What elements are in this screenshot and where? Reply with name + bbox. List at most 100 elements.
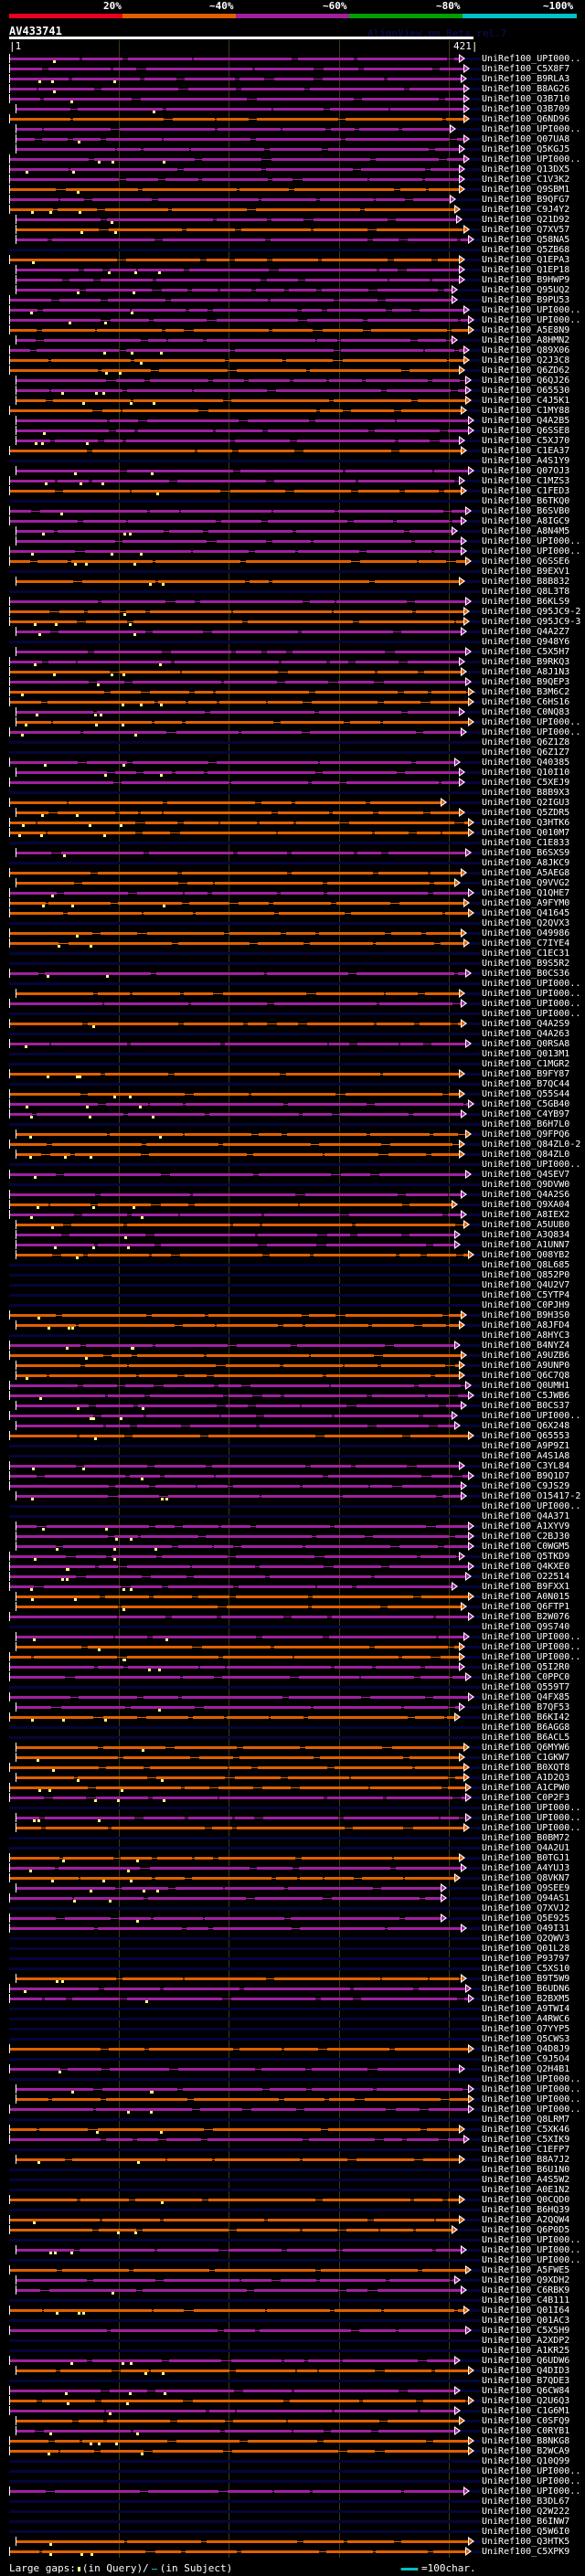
- alignment-row[interactable]: UniRef100_Q6X248: [0, 1421, 585, 1431]
- alignment-row[interactable]: UniRef100_UPI000..: [0, 2255, 585, 2265]
- alignment-row[interactable]: UniRef100_B0XQT8: [0, 1763, 585, 1773]
- subject-label[interactable]: UniRef100_A1D2Q3: [482, 1773, 570, 1783]
- subject-label[interactable]: UniRef100_Q7XVJ2: [482, 1903, 570, 1913]
- alignment-row[interactable]: UniRef100_A4S1Y9: [0, 456, 585, 466]
- subject-label[interactable]: UniRef100_C1GKW7: [482, 1753, 570, 1763]
- alignment-row[interactable]: UniRef100_UPI000..: [0, 1652, 585, 1662]
- subject-label[interactable]: UniRef100_C5X5H9: [482, 2326, 570, 2336]
- subject-label[interactable]: UniRef100_C0PPC0: [482, 1672, 570, 1682]
- alignment-row[interactable]: UniRef100_C1MGR2: [0, 1059, 585, 1069]
- subject-label[interactable]: UniRef100_Q95JC9-3: [482, 617, 581, 627]
- alignment-row[interactable]: UniRef100_Q6P0D5: [0, 2225, 585, 2235]
- alignment-row[interactable]: UniRef100_Q6C7Q8: [0, 1371, 585, 1381]
- subject-label[interactable]: UniRef100_Q6P0D5: [482, 2225, 570, 2235]
- subject-label[interactable]: UniRef100_UPI000..: [482, 536, 581, 546]
- alignment-row[interactable]: UniRef100_C5XIK9: [0, 2135, 585, 2145]
- alignment-row[interactable]: UniRef100_Q95JC9-3: [0, 617, 585, 627]
- alignment-row[interactable]: UniRef100_UPI000..: [0, 1642, 585, 1652]
- subject-label[interactable]: UniRef100_Q9DVW0: [482, 1180, 570, 1190]
- subject-label[interactable]: UniRef100_C1FED3: [482, 486, 570, 496]
- subject-label[interactable]: UniRef100_Q01AC3: [482, 2316, 570, 2326]
- subject-label[interactable]: UniRef100_O65530: [482, 386, 570, 396]
- subject-label[interactable]: UniRef100_Q9S740: [482, 1622, 570, 1632]
- alignment-row[interactable]: UniRef100_B2BXM5: [0, 1994, 585, 2004]
- subject-label[interactable]: UniRef100_Q10I10: [482, 768, 570, 778]
- subject-label[interactable]: UniRef100_Q13DX5: [482, 164, 570, 175]
- subject-label[interactable]: UniRef100_A0E1N2: [482, 2185, 570, 2195]
- alignment-row[interactable]: UniRef100_B9S5R2: [0, 959, 585, 969]
- subject-label[interactable]: UniRef100_UPI000..: [482, 979, 581, 989]
- subject-label[interactable]: UniRef100_B8AG26: [482, 84, 570, 94]
- subject-label[interactable]: UniRef100_A1UNN7: [482, 1240, 570, 1250]
- alignment-row[interactable]: UniRef100_Q6ZD62: [0, 366, 585, 376]
- alignment-row[interactable]: UniRef100_A1UNN7: [0, 1240, 585, 1250]
- alignment-row[interactable]: UniRef100_A2XDP2: [0, 2336, 585, 2346]
- alignment-row[interactable]: UniRef100_UPI000..: [0, 727, 585, 737]
- alignment-row[interactable]: UniRef100_A3Q834: [0, 1230, 585, 1240]
- alignment-row[interactable]: UniRef100_B9HWP9: [0, 275, 585, 285]
- subject-label[interactable]: UniRef100_Q6C7Q8: [482, 1371, 570, 1381]
- alignment-row[interactable]: UniRef100_C9JS29: [0, 1481, 585, 1491]
- subject-label[interactable]: UniRef100_B3M6C2: [482, 687, 570, 697]
- alignment-row[interactable]: UniRef100_B9QEP3: [0, 677, 585, 687]
- alignment-row[interactable]: UniRef100_Q948Y6: [0, 637, 585, 647]
- alignment-row[interactable]: UniRef100_UPI000..: [0, 54, 585, 64]
- alignment-row[interactable]: UniRef100_Q4A2B5: [0, 416, 585, 426]
- subject-label[interactable]: UniRef100_B9PU53: [482, 295, 570, 305]
- subject-label[interactable]: UniRef100_C7IYE4: [482, 938, 570, 949]
- subject-label[interactable]: UniRef100_Q9SEE9: [482, 1883, 570, 1893]
- alignment-row[interactable]: UniRef100_C0WGM5: [0, 1542, 585, 1552]
- alignment-row[interactable]: UniRef100_Q65553: [0, 1431, 585, 1441]
- subject-label[interactable]: UniRef100_UPI000..: [482, 989, 581, 999]
- subject-label[interactable]: UniRef100_C3YL84: [482, 1461, 570, 1471]
- subject-label[interactable]: UniRef100_Q5I2R0: [482, 1662, 570, 1672]
- alignment-row[interactable]: UniRef100_C1V3K2: [0, 175, 585, 185]
- alignment-row[interactable]: UniRef100_B8B832: [0, 577, 585, 587]
- subject-label[interactable]: UniRef100_UPI000..: [482, 2235, 581, 2245]
- alignment-row[interactable]: UniRef100_Q5ZDR5: [0, 808, 585, 818]
- alignment-row[interactable]: UniRef100_A8J1N3: [0, 667, 585, 677]
- alignment-row[interactable]: UniRef100_B6HQ39: [0, 2205, 585, 2215]
- subject-label[interactable]: UniRef100_Q6ND96: [482, 114, 570, 124]
- subject-label[interactable]: UniRef100_Q95JC9-2: [482, 607, 581, 617]
- alignment-row[interactable]: UniRef100_A4RWC6: [0, 2014, 585, 2024]
- alignment-row[interactable]: UniRef100_C0PJH9: [0, 1300, 585, 1310]
- subject-label[interactable]: UniRef100_Q2QVX3: [482, 918, 570, 928]
- alignment-row[interactable]: UniRef100_B3DL67: [0, 2496, 585, 2507]
- alignment-row[interactable]: UniRef100_B8NKG8: [0, 2436, 585, 2446]
- subject-label[interactable]: UniRef100_B6SXS9: [482, 848, 570, 858]
- subject-label[interactable]: UniRef100_B6KLS9: [482, 597, 570, 607]
- subject-label[interactable]: UniRef100_UPI000..: [482, 315, 581, 325]
- alignment-row[interactable]: UniRef100_UPI000..: [0, 1803, 585, 1813]
- subject-label[interactable]: UniRef100_Q89X06: [482, 345, 570, 355]
- subject-label[interactable]: UniRef100_B8B9X3: [482, 788, 570, 798]
- alignment-row[interactable]: UniRef100_UPI000..: [0, 989, 585, 999]
- alignment-row[interactable]: UniRef100_B0BM72: [0, 1833, 585, 1843]
- alignment-row[interactable]: UniRef100_C2BJ30: [0, 1532, 585, 1542]
- alignment-row[interactable]: UniRef100_O65530: [0, 386, 585, 396]
- subject-label[interactable]: UniRef100_B6KI42: [482, 1712, 570, 1723]
- alignment-row[interactable]: UniRef100_Q07OJ3: [0, 466, 585, 476]
- alignment-row[interactable]: UniRef100_Q6Z1Z8: [0, 737, 585, 747]
- subject-label[interactable]: UniRef100_Q5W6I0: [482, 2527, 570, 2537]
- alignment-row[interactable]: UniRef100_Q1EPA3: [0, 255, 585, 265]
- subject-label[interactable]: UniRef100_B4NYZ4: [482, 1341, 570, 1351]
- subject-label[interactable]: UniRef100_Q6SSE8: [482, 426, 570, 436]
- alignment-row[interactable]: UniRef100_C5X8F7: [0, 64, 585, 74]
- subject-label[interactable]: UniRef100_Q9XDH2: [482, 2275, 570, 2285]
- alignment-row[interactable]: UniRef100_Q0RSA8: [0, 1039, 585, 1049]
- subject-label[interactable]: UniRef100_A4S1Y9: [482, 456, 570, 466]
- subject-label[interactable]: UniRef100_C9J5O4: [482, 2054, 570, 2064]
- subject-label[interactable]: UniRef100_B6AGG8: [482, 1723, 570, 1733]
- subject-label[interactable]: UniRef100_Q1EP18: [482, 265, 570, 275]
- alignment-row[interactable]: UniRef100_C5X5H9: [0, 2326, 585, 2336]
- subject-label[interactable]: UniRef100_Q2H4B1: [482, 2064, 570, 2074]
- alignment-row[interactable]: UniRef100_Q6MYW6: [0, 1743, 585, 1753]
- subject-label[interactable]: UniRef100_A4YUJ3: [482, 1863, 570, 1873]
- subject-label[interactable]: UniRef100_C5XPK9: [482, 2547, 570, 2557]
- subject-label[interactable]: UniRef100_UPI000..: [482, 2084, 581, 2094]
- alignment-row[interactable]: UniRef100_B9RKQ3: [0, 657, 585, 667]
- subject-label[interactable]: UniRef100_A9UNP0: [482, 1361, 570, 1371]
- subject-label[interactable]: UniRef100_Q9FPQ6: [482, 1129, 570, 1140]
- subject-label[interactable]: UniRef100_Q4A2S6: [482, 1190, 570, 1200]
